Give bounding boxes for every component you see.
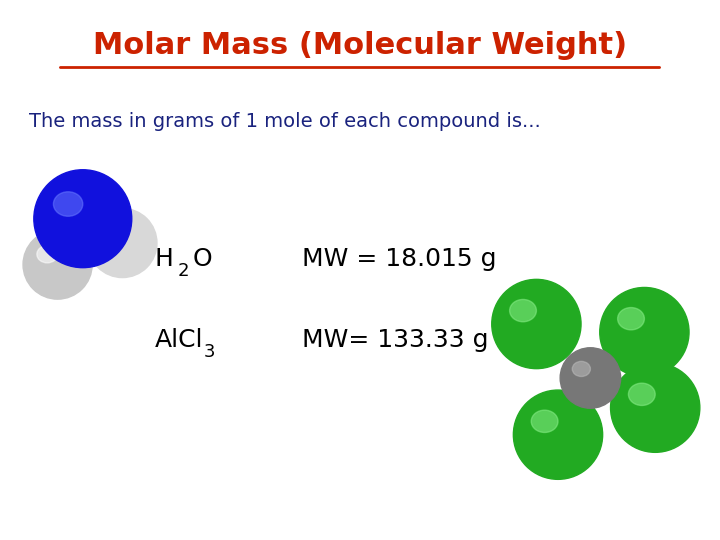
Ellipse shape (611, 363, 700, 453)
Ellipse shape (53, 192, 83, 216)
Ellipse shape (37, 246, 58, 263)
Text: MW = 18.015 g: MW = 18.015 g (302, 247, 497, 271)
Text: MW= 133.33 g: MW= 133.33 g (302, 328, 489, 352)
Ellipse shape (600, 287, 689, 377)
Text: AlCl: AlCl (155, 328, 203, 352)
Text: O: O (193, 247, 212, 271)
Text: 2: 2 (178, 262, 189, 280)
Ellipse shape (88, 208, 157, 278)
Ellipse shape (510, 300, 536, 322)
Ellipse shape (513, 390, 603, 480)
Text: Molar Mass (Molecular Weight): Molar Mass (Molecular Weight) (93, 31, 627, 60)
Ellipse shape (492, 279, 581, 369)
Ellipse shape (629, 383, 655, 406)
Text: H: H (155, 247, 174, 271)
Text: 3: 3 (204, 343, 215, 361)
Ellipse shape (23, 230, 92, 299)
Ellipse shape (618, 308, 644, 330)
Text: The mass in grams of 1 mole of each compound is...: The mass in grams of 1 mole of each comp… (29, 112, 541, 131)
Ellipse shape (34, 170, 132, 268)
Ellipse shape (560, 348, 621, 408)
Ellipse shape (572, 361, 590, 376)
Ellipse shape (102, 224, 122, 241)
Ellipse shape (531, 410, 558, 433)
